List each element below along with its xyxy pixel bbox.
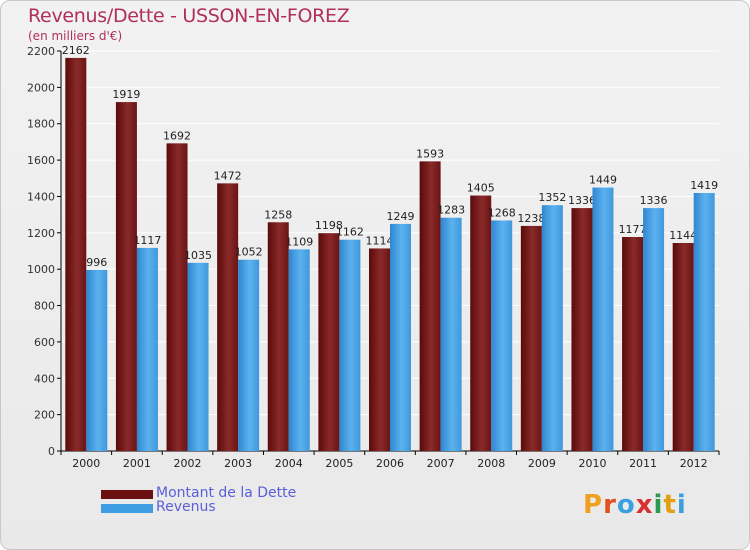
bar-dette xyxy=(115,102,137,451)
x-tick-label: 2007 xyxy=(427,457,455,470)
bar-dette xyxy=(672,243,694,451)
bar-revenus xyxy=(643,208,665,451)
bar-dette xyxy=(166,143,188,451)
data-label-revenus: 1052 xyxy=(235,246,263,259)
bar-revenus xyxy=(693,193,715,451)
x-tick-label: 2008 xyxy=(477,457,505,470)
bar-dette xyxy=(520,225,542,451)
bar-revenus xyxy=(187,262,209,451)
data-label-revenus: 1117 xyxy=(133,234,161,247)
bar-revenus xyxy=(440,217,462,451)
data-label-dette: 2162 xyxy=(62,44,90,57)
legend-label-revenus: Revenus xyxy=(156,499,216,515)
x-tick-label: 2011 xyxy=(629,457,657,470)
data-label-dette: 1919 xyxy=(112,88,140,101)
data-label-dette: 1336 xyxy=(568,194,596,207)
x-tick-label: 2006 xyxy=(376,457,404,470)
bar-revenus xyxy=(491,220,513,451)
x-tick-label: 2000 xyxy=(72,457,100,470)
data-label-revenus: 1109 xyxy=(285,235,313,248)
x-tick-label: 2010 xyxy=(578,457,606,470)
bar-revenus xyxy=(592,187,614,451)
data-label-revenus: 1449 xyxy=(589,174,617,187)
data-label-revenus: 1352 xyxy=(538,191,566,204)
data-label-revenus: 1336 xyxy=(640,194,668,207)
data-label-revenus: 1162 xyxy=(336,226,364,239)
logo-letter: P xyxy=(583,490,604,520)
bar-dette xyxy=(571,208,593,451)
bar-revenus xyxy=(288,249,310,451)
y-tick-label: 0 xyxy=(48,445,55,458)
bar-dette xyxy=(419,161,441,451)
y-tick-label: 1000 xyxy=(27,263,55,276)
data-label-dette: 1692 xyxy=(163,129,191,142)
bar-dette xyxy=(622,237,644,451)
data-label-dette: 1593 xyxy=(416,147,444,160)
bar-dette xyxy=(217,183,239,451)
logo-letter: x xyxy=(635,490,654,520)
legend-swatch-revenus xyxy=(101,504,153,513)
x-tick-label: 2005 xyxy=(325,457,353,470)
data-label-revenus: 1035 xyxy=(184,249,212,262)
y-tick-label: 2200 xyxy=(27,45,55,58)
data-label-revenus: 1419 xyxy=(690,179,718,192)
proxiti-logo: Proxiti xyxy=(583,490,687,520)
bar-revenus xyxy=(86,269,108,451)
y-tick-label: 800 xyxy=(34,300,55,313)
data-label-dette: 1177 xyxy=(619,223,647,236)
bar-dette xyxy=(369,248,390,451)
y-tick-label: 1600 xyxy=(27,154,55,167)
x-tick-label: 2012 xyxy=(680,457,708,470)
bar-dette xyxy=(65,57,87,452)
chart-subtitle: (en milliers d'€) xyxy=(28,29,123,43)
logo-letter: r xyxy=(603,490,617,520)
bar-revenus xyxy=(541,205,563,451)
data-label-revenus: 1283 xyxy=(437,204,465,217)
data-label-revenus: 1249 xyxy=(387,210,415,223)
legend-label-dette: Montant de la Dette xyxy=(156,485,297,501)
y-tick-label: 1800 xyxy=(27,118,55,131)
data-label-dette: 1198 xyxy=(315,219,343,232)
bar-revenus xyxy=(136,247,158,451)
bar-dette xyxy=(318,233,340,451)
logo-letter: i xyxy=(653,490,664,520)
x-tick-label: 2003 xyxy=(224,457,252,470)
data-label-dette: 1405 xyxy=(467,182,495,195)
data-label-dette: 1258 xyxy=(264,208,292,221)
data-label-dette: 1238 xyxy=(517,212,545,225)
x-tick-label: 2001 xyxy=(123,457,151,470)
y-tick-label: 2000 xyxy=(27,81,55,94)
y-tick-label: 200 xyxy=(34,409,55,422)
data-label-dette: 1472 xyxy=(214,169,242,182)
data-label-revenus: 996 xyxy=(86,256,107,269)
y-tick-label: 1200 xyxy=(27,227,55,240)
y-tick-label: 600 xyxy=(34,336,55,349)
bar-dette xyxy=(267,222,289,451)
x-tick-label: 2004 xyxy=(275,457,303,470)
bar-revenus xyxy=(390,223,411,451)
data-label-dette: 1114 xyxy=(366,234,394,247)
data-label-revenus: 1268 xyxy=(488,206,516,219)
x-tick-label: 2009 xyxy=(528,457,556,470)
y-tick-label: 400 xyxy=(34,372,55,385)
bar-dette xyxy=(470,195,492,451)
x-tick-label: 2002 xyxy=(174,457,202,470)
logo-letter: i xyxy=(676,490,687,520)
data-label-dette: 1144 xyxy=(669,229,697,242)
bar-revenus xyxy=(339,239,361,451)
logo-letter: o xyxy=(616,490,636,520)
bar-revenus xyxy=(238,259,260,451)
logo-letter: t xyxy=(663,490,677,520)
y-tick-label: 1400 xyxy=(27,190,55,203)
legend-swatch-dette xyxy=(101,490,153,499)
chart-title: Revenus/Dette - USSON-EN-FOREZ xyxy=(28,5,350,27)
